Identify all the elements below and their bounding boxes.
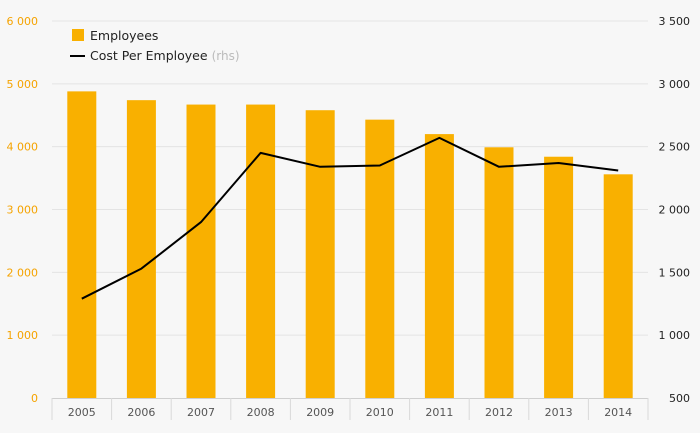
- legend-label-cost-per-employee-text: Cost Per Employee: [90, 48, 208, 63]
- y-right-tick-label: 2 500: [659, 141, 691, 154]
- cost-per-employee-line: [81, 136, 619, 300]
- y-right-tick-label: 1 000: [659, 329, 691, 342]
- y-right-tick-label: 2 000: [659, 204, 691, 217]
- x-axis: [51, 398, 649, 420]
- x-tick-label: 2007: [187, 406, 215, 419]
- y-right-tick-label: 3 500: [659, 15, 691, 28]
- bar: [67, 91, 97, 398]
- y-left-tick-label: 4 000: [7, 141, 39, 154]
- tick-labels: 0 1 000 2 000 3 000 4 000 5 000 6 000 500 1 000 1…: [7, 15, 691, 419]
- y-left-tick-label: 6 000: [7, 15, 39, 28]
- x-tick-label: 2013: [545, 406, 573, 419]
- x-tick-label: 2005: [68, 406, 96, 419]
- x-tick-label: 2008: [247, 406, 275, 419]
- y-right-tick-label: 1 500: [659, 266, 691, 279]
- x-tick-label: 2014: [604, 406, 632, 419]
- x-tick-label: 2009: [306, 406, 334, 419]
- bar: [186, 104, 216, 399]
- legend-label-employees: Employees: [90, 28, 158, 43]
- line-series-cost-per-employee: [81, 136, 619, 300]
- y-left-tick-label: 0: [31, 392, 38, 405]
- y-left-tick-label: 1 000: [7, 329, 39, 342]
- x-tick-label: 2006: [127, 406, 155, 419]
- legend-label-cost-per-employee: Cost Per Employee (rhs): [90, 48, 240, 63]
- bar: [305, 110, 335, 399]
- x-tick-label: 2011: [425, 406, 453, 419]
- legend-label-rhs-suffix: (rhs): [212, 49, 240, 63]
- y-left-tick-label: 2 000: [7, 266, 39, 279]
- x-tick-label: 2010: [366, 406, 394, 419]
- y-right-tick-label: 500: [669, 392, 690, 405]
- bar-series-employees: [67, 91, 633, 399]
- legend-swatch-employees: [72, 29, 84, 41]
- legend: Employees Cost Per Employee (rhs): [70, 28, 240, 63]
- y-left-tick-label: 5 000: [7, 78, 39, 91]
- bar: [126, 100, 156, 399]
- bar: [603, 174, 633, 398]
- x-tick-label: 2012: [485, 406, 513, 419]
- bar: [544, 156, 574, 398]
- bar: [246, 104, 276, 399]
- y-left-tick-label: 3 000: [7, 204, 39, 217]
- bar: [424, 134, 454, 398]
- y-right-tick-label: 3 000: [659, 78, 691, 91]
- bar: [484, 147, 514, 398]
